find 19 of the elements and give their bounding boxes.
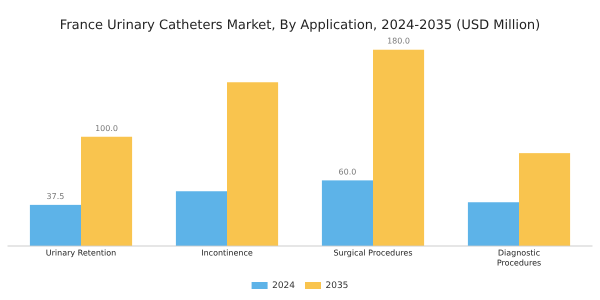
- chart-title: France Urinary Catheters Market, By Application, 2024-2035 (USD Million): [60, 18, 540, 34]
- x-tick-label: Surgical Procedures: [333, 248, 413, 258]
- bar: [519, 153, 570, 246]
- bar: [373, 50, 424, 246]
- data-label: 100.0: [95, 124, 118, 133]
- legend-label: 2024: [272, 280, 296, 291]
- bar: [176, 191, 227, 246]
- bar: [468, 202, 519, 246]
- bar: [81, 136, 132, 246]
- bar: [227, 82, 278, 246]
- bar: [30, 204, 81, 246]
- legend-label: 2035: [326, 280, 348, 291]
- x-tick-label: Urinary Retention: [46, 248, 116, 258]
- data-label: 60.0: [338, 167, 356, 176]
- data-label: 180.0: [387, 36, 410, 46]
- x-tick-label: Diagnostic Procedures: [496, 248, 542, 268]
- x-tick-label: Incontinence: [201, 248, 253, 258]
- bar: [322, 180, 373, 246]
- data-label: 37.5: [46, 192, 64, 202]
